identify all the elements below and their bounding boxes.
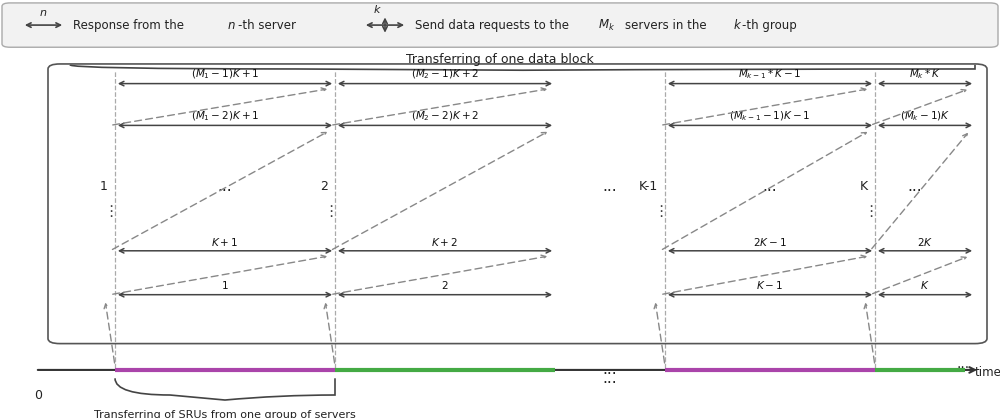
Text: time: time [975,365,1000,379]
Text: Transferring of SRUs from one group of servers: Transferring of SRUs from one group of s… [94,410,356,418]
Text: k: k [734,18,741,32]
Text: $2K$: $2K$ [917,236,933,247]
FancyBboxPatch shape [2,3,998,47]
Text: -th server: -th server [238,18,296,32]
Text: $2K-1$: $2K-1$ [753,236,787,247]
Text: $(M_1-1)K+1$: $(M_1-1)K+1$ [191,68,259,81]
Text: 2: 2 [320,179,328,193]
Text: $1$: $1$ [221,280,229,291]
Text: ...: ... [603,362,617,377]
Text: ...: ... [603,371,617,386]
Text: $(M_1-2)K+1$: $(M_1-2)K+1$ [191,110,259,123]
Text: $M_k*K$: $M_k*K$ [909,67,941,82]
Text: -th group: -th group [742,18,797,32]
Text: Transferring of one data block: Transferring of one data block [406,53,594,66]
Text: ...: ... [218,178,232,194]
Text: $(M_k-1)K$: $(M_k-1)K$ [900,110,950,123]
Text: $M_{k-1}*K-1$: $M_{k-1}*K-1$ [738,67,802,82]
Text: ...: ... [763,178,777,194]
Text: ⋮: ⋮ [653,204,669,219]
Text: $(M_2-1)K+2$: $(M_2-1)K+2$ [411,68,479,81]
Text: ⋮: ⋮ [863,204,879,219]
Text: Response from the: Response from the [73,18,188,32]
Text: $K-1$: $K-1$ [756,280,784,291]
Text: K-1: K-1 [639,179,658,193]
Text: $(M_2-2)K+2$: $(M_2-2)K+2$ [411,110,479,123]
Text: n: n [228,18,236,32]
Text: $2$: $2$ [441,280,449,291]
Text: K: K [860,179,868,193]
Text: ⋮: ⋮ [103,204,119,219]
Text: $K+1$: $K+1$ [211,236,239,247]
Text: $K+2$: $K+2$ [431,236,459,247]
Text: Send data requests to the: Send data requests to the [415,18,573,32]
Text: $M_k$: $M_k$ [598,18,615,33]
Text: ...: ... [908,178,922,194]
Text: n: n [40,8,47,18]
Text: $K$: $K$ [920,280,930,291]
Text: ...: ... [956,357,970,371]
Text: ⋮: ⋮ [323,204,339,219]
Text: k: k [374,5,380,15]
Text: $(M_{k-1}-1)K-1$: $(M_{k-1}-1)K-1$ [729,110,811,123]
Text: 1: 1 [100,179,108,193]
Text: ...: ... [603,178,617,194]
Text: 0: 0 [34,389,42,402]
Text: servers in the: servers in the [625,18,710,32]
